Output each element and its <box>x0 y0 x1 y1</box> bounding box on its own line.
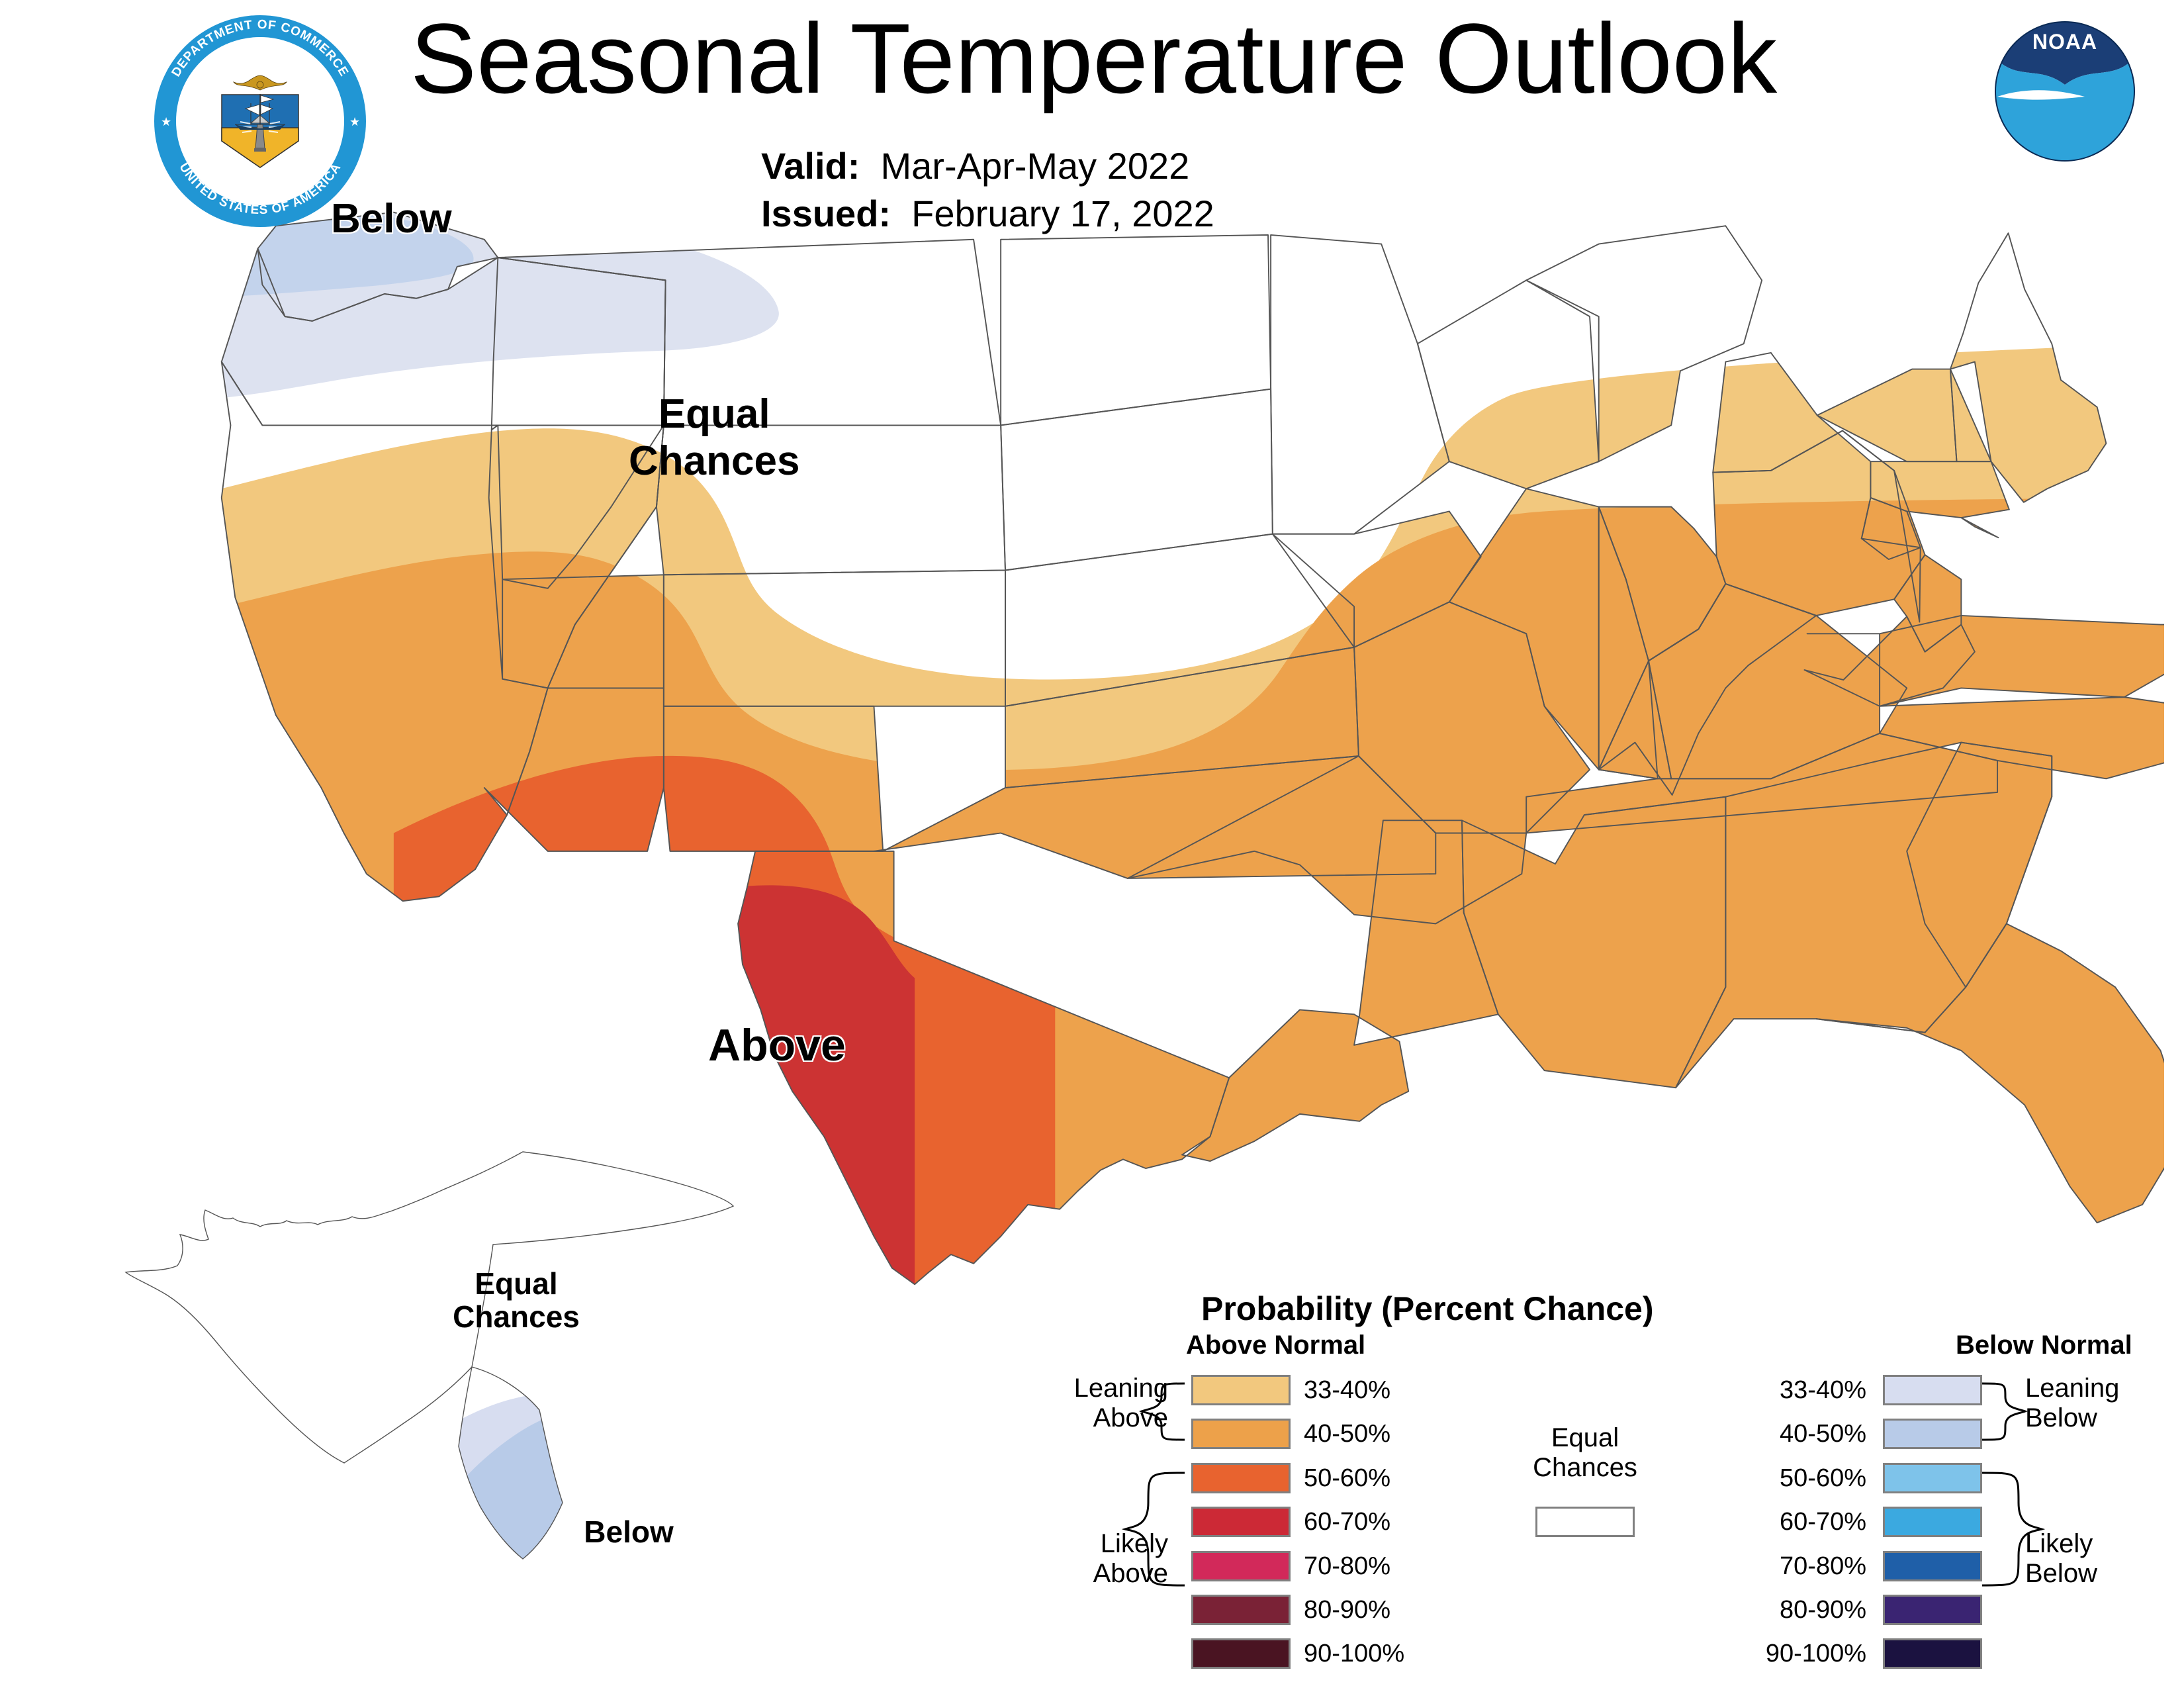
svg-text:Equal: Equal <box>475 1266 557 1301</box>
svg-text:★: ★ <box>161 115 171 128</box>
svg-text:Below: Below <box>584 1515 674 1549</box>
svg-text:Chances: Chances <box>453 1299 580 1334</box>
svg-text:★: ★ <box>349 115 360 128</box>
svg-text:NOAA: NOAA <box>2032 30 2097 54</box>
